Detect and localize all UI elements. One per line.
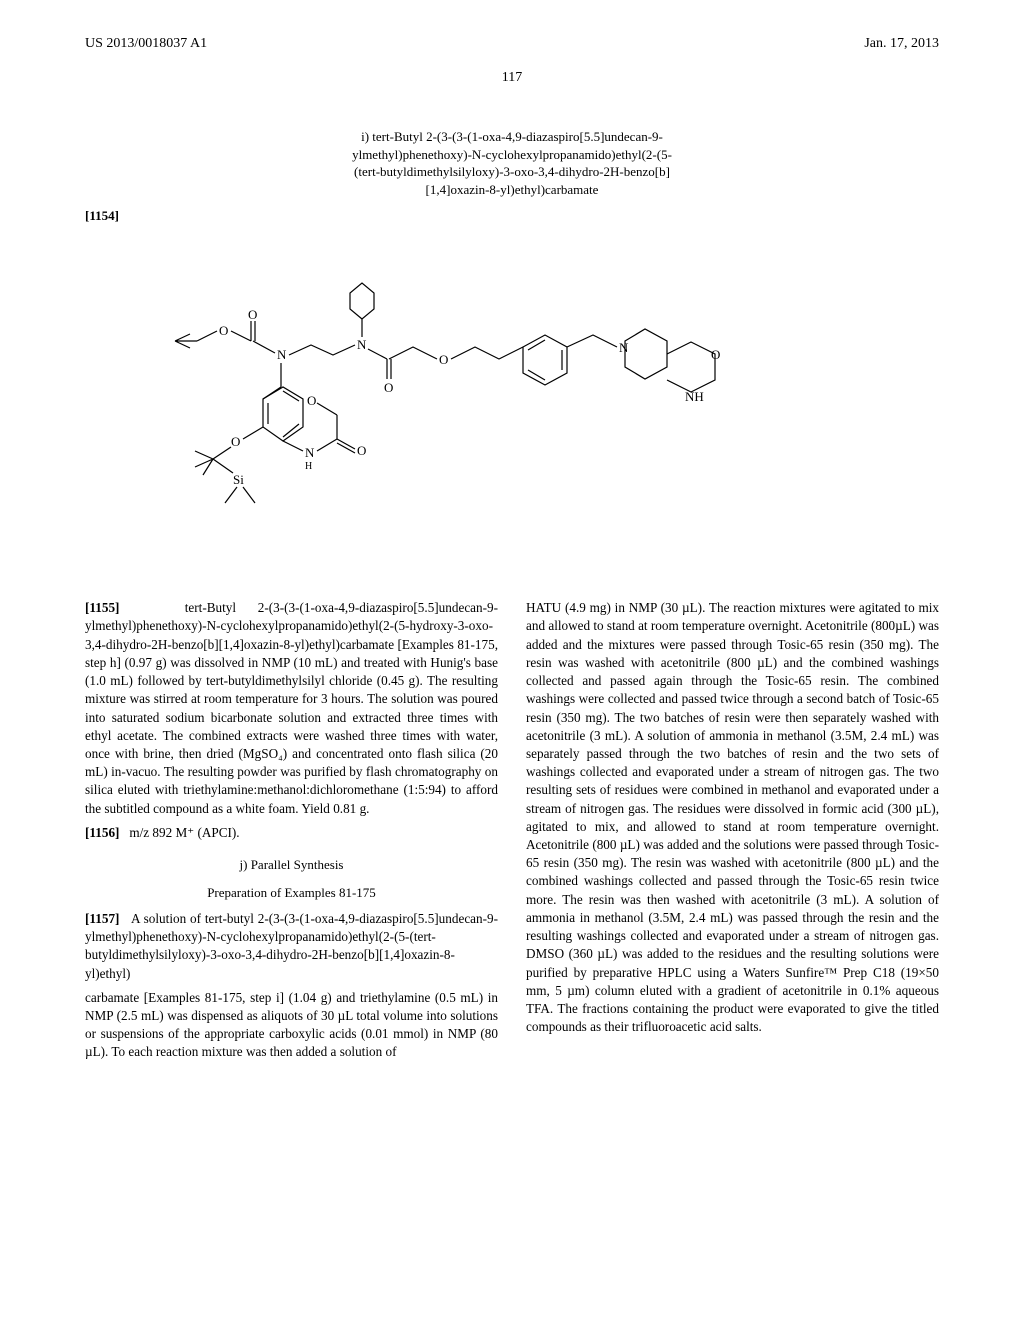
para-1157-ref: [1157]: [85, 911, 119, 926]
para-1155: [1155] tert-Butyl 2-(3-(3-(1-oxa-4,9-dia…: [85, 599, 498, 818]
section-j-heading: j) Parallel Synthesis: [85, 856, 498, 874]
publication-date: Jan. 17, 2013: [864, 36, 939, 52]
svg-text:O: O: [231, 434, 240, 449]
para-1156-text: m/z 892 M⁺ (APCI).: [129, 825, 239, 840]
right-column: HATU (4.9 mg) in NMP (30 µL). The reacti…: [526, 599, 939, 1067]
patent-number: US 2013/0018037 A1: [85, 36, 207, 52]
page-header: US 2013/0018037 A1 Jan. 17, 2013: [0, 0, 1024, 52]
svg-text:O: O: [711, 347, 720, 362]
para-1154-ref: [1154]: [85, 198, 939, 224]
svg-text:O: O: [307, 393, 316, 408]
section-i-title: i) tert-Butyl 2-(3-(3-(1-oxa-4,9-diazasp…: [342, 116, 682, 198]
para-1156-ref: [1156]: [85, 825, 119, 840]
svg-text:Si: Si: [233, 472, 244, 487]
svg-text:N: N: [619, 340, 629, 355]
svg-text:O: O: [439, 352, 448, 367]
svg-text:O: O: [384, 380, 393, 395]
para-1157-left: [1157] A solution of tert-butyl 2-(3-(3-…: [85, 910, 498, 983]
left-column: [1155] tert-Butyl 2-(3-(3-(1-oxa-4,9-dia…: [85, 599, 498, 1067]
svg-text:N: N: [305, 445, 315, 460]
para-1155-text: tert-Butyl 2-(3-(3-(1-oxa-4,9-diazaspiro…: [85, 600, 498, 815]
section-j-subheading: Preparation of Examples 81-175: [85, 884, 498, 902]
para-1157-left-text: A solution of tert-butyl 2-(3-(3-(1-oxa-…: [85, 911, 498, 981]
chemical-structure-diagram: O O N N: [155, 279, 835, 569]
svg-text:O: O: [357, 443, 366, 458]
para-1157-right: HATU (4.9 mg) in NMP (30 µL). The reacti…: [526, 599, 939, 1036]
para-1157-left2: carbamate [Examples 81-175, step i] (1.0…: [85, 989, 498, 1062]
svg-text:O: O: [219, 323, 228, 338]
molecule-svg: O O N N: [155, 279, 835, 569]
para-1156: [1156] m/z 892 M⁺ (APCI).: [85, 824, 498, 842]
svg-text:H: H: [305, 461, 312, 472]
page-content: i) tert-Butyl 2-(3-(3-(1-oxa-4,9-diazasp…: [0, 86, 1024, 1068]
svg-text:O: O: [248, 307, 257, 322]
svg-text:N: N: [357, 337, 367, 352]
two-column-layout: [1155] tert-Butyl 2-(3-(3-(1-oxa-4,9-dia…: [85, 599, 939, 1067]
para-1155-ref: [1155]: [85, 600, 119, 615]
svg-text:N: N: [277, 347, 287, 362]
page-number: 117: [0, 70, 1024, 86]
svg-text:NH: NH: [685, 389, 704, 404]
